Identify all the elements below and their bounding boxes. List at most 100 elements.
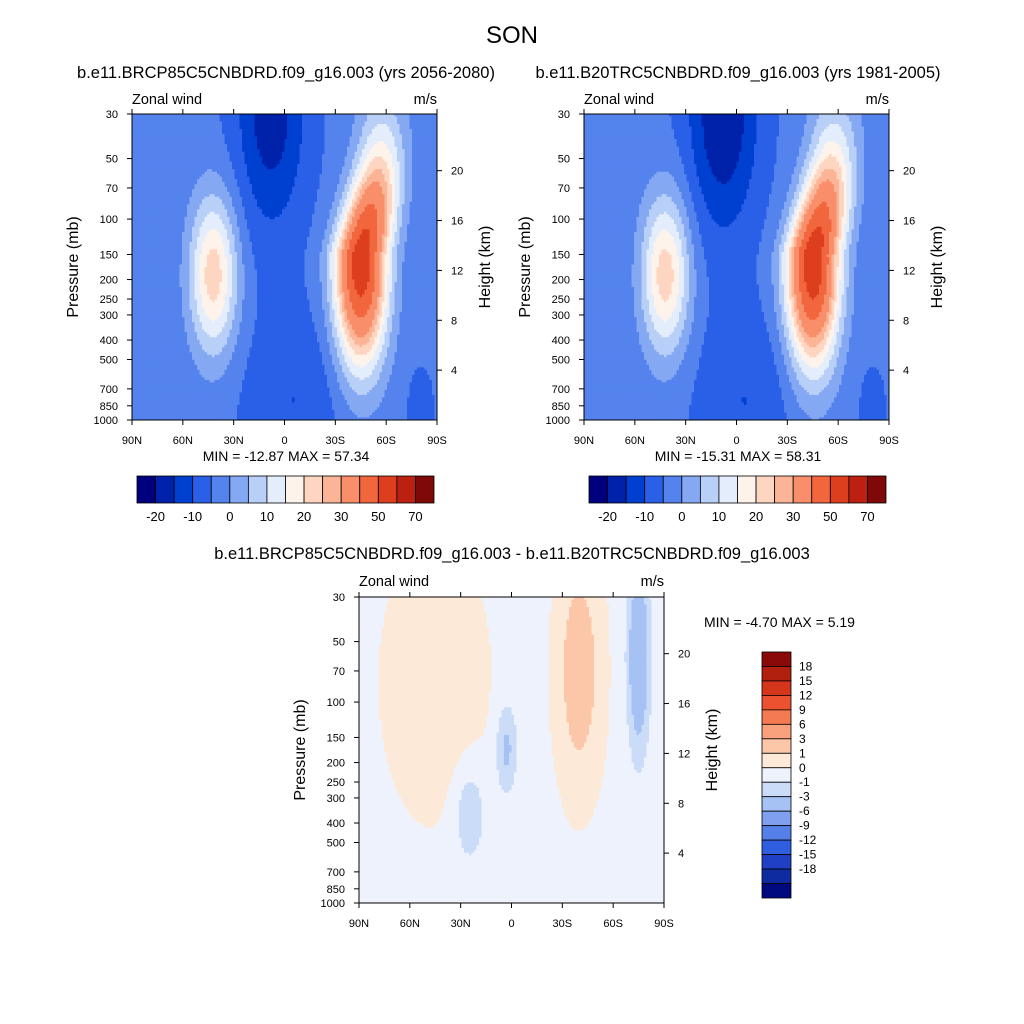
contour-cell (229, 154, 233, 158)
contour-cell (234, 214, 238, 218)
contour-cell (194, 186, 198, 190)
contour-cell (297, 139, 300, 142)
contour-cell (367, 206, 370, 210)
contour-cell (317, 206, 320, 210)
contour-cell (189, 214, 193, 218)
contour-cell (234, 119, 238, 122)
contour-cell (179, 194, 183, 198)
contour-cell (409, 114, 413, 117)
contour-cell (247, 211, 250, 215)
contour-cell (412, 209, 415, 213)
contour-cell (174, 151, 178, 155)
contour-cell (339, 134, 343, 137)
contour-cell (284, 121, 288, 125)
contour-cell (214, 211, 218, 215)
contour-cell (164, 154, 168, 158)
contour-cell (202, 161, 205, 165)
contour-cell (197, 174, 200, 178)
contour-cell (172, 129, 175, 132)
contour-cell (322, 134, 325, 137)
contour-cell (377, 134, 380, 137)
contour-cell (434, 206, 437, 210)
contour-cell (187, 144, 190, 148)
contour-cell (197, 126, 200, 130)
contour-cell (254, 161, 258, 165)
contour-cell (237, 176, 240, 180)
contour-cell (369, 114, 373, 117)
contour-cell (147, 149, 150, 153)
contour-cell (299, 161, 303, 165)
contour-cell (334, 144, 338, 148)
contour-cell (364, 131, 368, 135)
contour-cell (287, 196, 290, 200)
contour-cell (204, 151, 208, 155)
contour-cell (189, 209, 193, 213)
contour-cell (434, 186, 437, 190)
figure-title: SON (486, 22, 538, 49)
contour-cell (294, 131, 298, 135)
contour-cell (369, 214, 373, 218)
contour-cell (247, 176, 250, 180)
contour-cell (152, 174, 155, 178)
contour-cell (234, 146, 238, 150)
contour-cell (262, 144, 265, 148)
contour-cell (222, 179, 225, 183)
contour-cell (417, 211, 420, 215)
contour-cell (277, 176, 280, 180)
contour-cell (292, 194, 295, 198)
contour-cell (339, 126, 343, 130)
contour-cell (239, 131, 243, 135)
contour-cell (302, 164, 305, 168)
contour-cell (277, 179, 280, 183)
contour-cell (192, 131, 195, 135)
contour-cell (399, 186, 403, 190)
contour-cell (369, 131, 373, 135)
contour-cell (222, 126, 225, 130)
contour-cell (189, 169, 193, 173)
contour-cell (402, 206, 405, 210)
contour-cell (417, 184, 420, 188)
contour-cell (379, 139, 383, 142)
contour-cell (139, 169, 143, 173)
contour-cell (234, 161, 238, 165)
contour-cell (164, 184, 168, 188)
contour-cell (294, 166, 298, 170)
contour-cell (157, 194, 160, 198)
contour-cell (262, 126, 265, 130)
contour-cell (159, 206, 163, 210)
contour-cell (414, 131, 418, 135)
contour-cell (407, 126, 410, 130)
contour-cell (184, 204, 188, 208)
contour-cell (144, 144, 148, 148)
contour-cell (372, 171, 375, 175)
contour-cell (199, 139, 203, 142)
contour-cell (252, 199, 255, 203)
contour-cell (387, 189, 390, 193)
contour-cell (229, 196, 233, 200)
contour-cell (379, 116, 383, 120)
contour-cell (282, 114, 285, 117)
contour-cell (284, 151, 288, 155)
contour-cell (169, 119, 173, 122)
contour-cell (202, 134, 205, 137)
contour-cell (359, 116, 363, 120)
contour-cell (292, 179, 295, 183)
contour-cell (304, 209, 308, 213)
contour-cell (147, 144, 150, 148)
contour-cell (299, 179, 303, 183)
contour-cell (419, 134, 423, 137)
contour-cell (297, 161, 300, 165)
contour-cell (299, 114, 303, 117)
contour-cell (254, 141, 258, 145)
contour-cell (224, 179, 228, 183)
contour-cell (369, 171, 373, 175)
contour-cell (247, 129, 250, 132)
contour-cell (204, 186, 208, 190)
contour-cell (149, 181, 153, 185)
contour-cell (302, 136, 305, 140)
contour-cell (174, 159, 178, 163)
contour-cell (202, 124, 205, 127)
contour-cell (292, 114, 295, 117)
contour-cell (329, 121, 333, 125)
contour-cell (209, 154, 213, 158)
